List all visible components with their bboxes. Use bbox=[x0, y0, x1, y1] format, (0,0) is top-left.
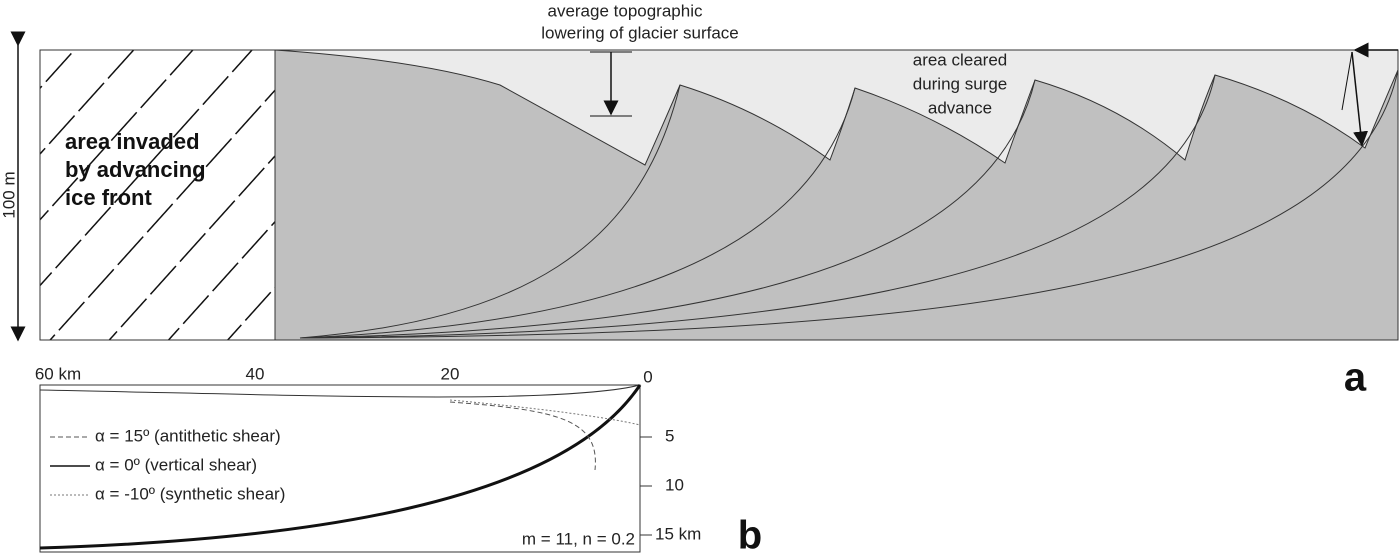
cleared-note: advance bbox=[928, 98, 992, 117]
arrow-line bbox=[1351, 51, 1369, 147]
legend-label: α = -10º (synthetic shear) bbox=[95, 484, 285, 503]
top-tick-label: 60 km bbox=[35, 364, 81, 383]
panel-a: 100 m area invaded by advancing ice fron… bbox=[0, 1, 1399, 400]
lowering-note: average topographic bbox=[547, 1, 703, 20]
top-tick-label: 0 bbox=[643, 367, 652, 386]
panel-b: α = 15º (antithetic shear) α = 0º (verti… bbox=[35, 364, 762, 557]
panel-label: a bbox=[1344, 356, 1367, 400]
cleared-note: area cleared bbox=[913, 50, 1008, 69]
lowering-note: lowering of glacier surface bbox=[541, 23, 738, 42]
frame bbox=[274, 49, 1399, 341]
top-tick-label: 20 bbox=[441, 364, 460, 383]
synthetic-shear bbox=[449, 399, 641, 426]
vertical-shear bbox=[39, 384, 642, 550]
right-tick-label: 15 km bbox=[655, 524, 701, 543]
cleared-note: during surge bbox=[913, 74, 1008, 93]
invaded-label: area invaded bbox=[65, 129, 200, 154]
invaded-label: ice front bbox=[65, 185, 152, 210]
surface-line bbox=[39, 384, 641, 398]
legend-label: α = 0º (vertical shear) bbox=[95, 455, 257, 474]
shear-plane bbox=[299, 74, 1216, 339]
top-tick-label: 40 bbox=[246, 364, 265, 383]
frame bbox=[39, 384, 641, 553]
height-label: 100 m bbox=[0, 171, 18, 218]
panel-label: b bbox=[738, 514, 762, 558]
arrow-line bbox=[1341, 51, 1353, 111]
shear-plane bbox=[299, 79, 1036, 339]
legend-label: α = 15º (antithetic shear) bbox=[95, 426, 281, 445]
invaded-area bbox=[39, 49, 276, 341]
invaded-label: by advancing bbox=[65, 157, 206, 182]
right-tick-label: 10 bbox=[665, 475, 684, 494]
shear-plane bbox=[299, 69, 1399, 339]
right-tick-label: 5 bbox=[665, 426, 674, 445]
shear-plane bbox=[299, 84, 681, 339]
antithetic-shear bbox=[449, 401, 596, 471]
parameters: m = 11, n = 0.2 bbox=[522, 529, 635, 548]
shear-plane bbox=[299, 87, 856, 339]
